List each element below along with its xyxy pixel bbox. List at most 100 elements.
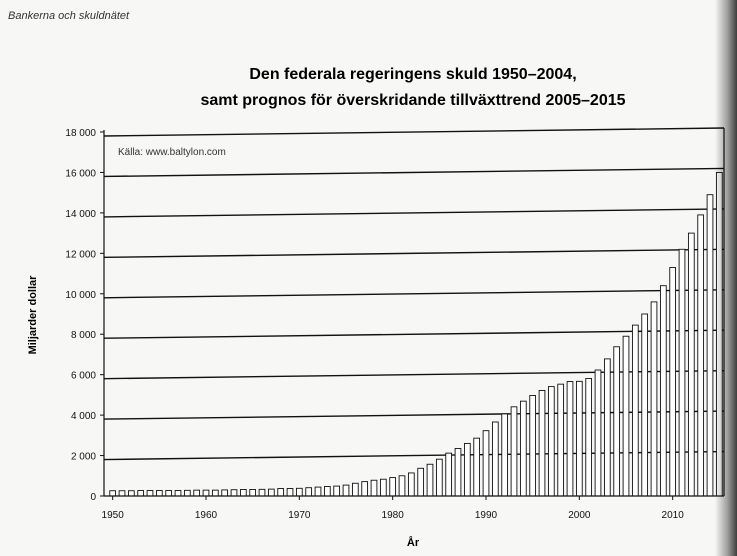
gridline (103, 289, 725, 299)
bar-1990 (482, 430, 490, 497)
bar-1972 (314, 486, 322, 497)
bar-1987 (454, 448, 462, 497)
x-tick-label: 1990 (475, 510, 498, 521)
y-tick-label: 8 000 (71, 330, 96, 341)
bar-2003 (603, 358, 611, 497)
x-tick-label: 1950 (102, 510, 125, 521)
bar-1994 (519, 400, 527, 497)
bar-1977 (361, 481, 369, 497)
bar-1999 (566, 381, 574, 497)
bar-2002 (594, 369, 602, 497)
bar-1992 (501, 413, 509, 497)
bar-1971 (305, 487, 313, 497)
bar-1954 (146, 490, 154, 497)
gridline (103, 167, 725, 178)
y-tick-label: 14 000 (65, 209, 96, 220)
bar-1982 (407, 472, 415, 497)
y-tick-label: 4 000 (71, 411, 96, 422)
book-page-edge (715, 0, 737, 556)
bar-1966 (258, 488, 266, 497)
gridlines (103, 127, 725, 496)
y-tick-label: 0 (90, 492, 96, 503)
bar-1978 (370, 479, 378, 497)
source-note: Källa: www.baltylon.com (118, 147, 226, 158)
bar-1951 (118, 490, 126, 497)
bar-1952 (127, 490, 135, 497)
bar-2011 (678, 248, 686, 497)
bar-1960 (202, 489, 210, 497)
gridline (103, 450, 725, 461)
chart-title: Den federala regeringens skuld 1950–2004… (249, 66, 576, 83)
bar-2014 (706, 194, 714, 497)
bar-1996 (538, 389, 546, 497)
bar-1955 (155, 490, 163, 497)
gridline (103, 127, 725, 137)
bar-2013 (697, 214, 705, 497)
bar-1989 (473, 437, 481, 497)
bar-1959 (193, 489, 201, 497)
bar-1983 (417, 467, 425, 497)
bar-2000 (575, 380, 583, 497)
bar-2004 (613, 346, 621, 497)
bar-1985 (435, 458, 443, 497)
bar-1979 (379, 478, 387, 497)
gridline (103, 410, 725, 420)
y-tick-label: 2 000 (71, 452, 96, 463)
x-tick-label: 2010 (662, 510, 685, 521)
bar-1950 (109, 490, 117, 497)
bar-1961 (211, 489, 219, 497)
bar-1964 (239, 489, 247, 497)
bar-1997 (547, 386, 555, 497)
bar-1998 (557, 383, 565, 497)
bar-2005 (622, 335, 630, 497)
x-tick-label: 1960 (195, 510, 218, 521)
page-running-header: Bankerna och skuldnätet (8, 10, 130, 22)
bar-2009 (659, 285, 667, 497)
bar-1958 (183, 489, 191, 497)
bar-2007 (641, 313, 649, 497)
bar-1991 (491, 421, 499, 497)
y-axis-label: Miljarder dollar (27, 275, 39, 355)
bar-2006 (631, 324, 639, 497)
bar-1963 (230, 489, 238, 497)
bar-1965 (249, 489, 257, 497)
bar-1980 (389, 477, 397, 497)
bar-1967 (267, 488, 275, 497)
x-tick-label: 2000 (568, 510, 591, 521)
bar-1953 (137, 490, 145, 497)
bar-1995 (529, 395, 537, 497)
gridline (103, 208, 725, 218)
gridline (103, 329, 725, 339)
y-tick-label: 6 000 (71, 371, 96, 382)
bar-2001 (585, 378, 593, 497)
x-axis-label: År (407, 536, 420, 549)
chart-subtitle: samt prognos för överskridande tillväxtt… (200, 92, 625, 109)
y-tick-label: 10 000 (65, 290, 96, 301)
bar-1988 (463, 442, 471, 497)
bar-1957 (174, 490, 182, 497)
y-tick-label: 12 000 (65, 249, 96, 260)
bar-1975 (342, 484, 350, 497)
bar-1968 (277, 488, 285, 497)
bar-1956 (165, 490, 173, 497)
x-tick-label: 1970 (288, 510, 311, 521)
bar-1981 (398, 475, 406, 497)
bar-1969 (286, 488, 294, 497)
bar-1974 (333, 485, 341, 497)
bar-1993 (510, 406, 518, 497)
bar-1984 (426, 463, 434, 497)
gridline (103, 369, 725, 380)
bars (109, 171, 723, 497)
bar-2010 (669, 267, 677, 497)
bar-1973 (323, 486, 331, 497)
bar-1976 (351, 482, 359, 497)
gridline (103, 248, 725, 259)
bar-2012 (687, 232, 695, 497)
bar-1986 (445, 452, 453, 497)
bar-1962 (221, 489, 229, 497)
bar-1970 (295, 487, 303, 497)
x-tick-label: 1980 (382, 510, 405, 521)
y-tick-label: 16 000 (65, 168, 96, 179)
y-tick-label: 18 000 (65, 128, 96, 139)
